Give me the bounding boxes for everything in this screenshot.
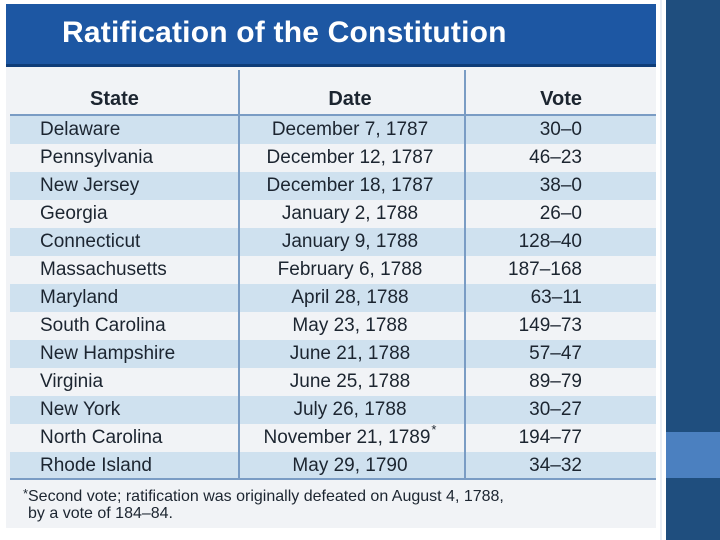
date-cell: January 9, 1788 xyxy=(236,228,464,256)
column-divider xyxy=(238,70,240,480)
table-row: New York July 26, 1788 30–27 xyxy=(10,396,656,424)
table-body: Delaware December 7, 1787 30–0 Pennsylvania… xyxy=(10,116,656,480)
state-cell: North Carolina xyxy=(40,427,163,448)
date-text: July 26, 1788 xyxy=(293,399,407,420)
date-cell: July 26, 1788 xyxy=(236,396,464,424)
date-text: November 21, 1789 xyxy=(263,427,431,448)
column-header-date: Date xyxy=(328,88,372,110)
vote-cell: 57–47 xyxy=(529,343,582,364)
state-cell: Connecticut xyxy=(40,231,141,252)
column-header-state: State xyxy=(90,88,139,110)
footnote-line-1: Second vote; ratification was originally… xyxy=(28,488,504,505)
table-row: Rhode Island May 29, 1790 34–32 xyxy=(10,452,656,480)
vote-cell: 30–0 xyxy=(539,119,582,140)
table-row: New Jersey December 18, 1787 38–0 xyxy=(10,172,656,200)
state-cell: Georgia xyxy=(40,203,108,224)
date-text: December 7, 1787 xyxy=(271,119,429,140)
table-row: Massachusetts February 6, 1788 187–168 xyxy=(10,256,656,284)
footnote-marker: * xyxy=(431,421,437,437)
table-row: Pennsylvania December 12, 1787 46–23 xyxy=(10,144,656,172)
vote-cell: 26–0 xyxy=(539,203,582,224)
vote-cell: 89–79 xyxy=(529,371,582,392)
table-row: Virginia June 25, 1788 89–79 xyxy=(10,368,656,396)
date-cell: April 28, 1788 xyxy=(236,284,464,312)
date-cell: February 6, 1788 xyxy=(236,256,464,284)
date-text: January 2, 1788 xyxy=(281,203,419,224)
state-cell: Massachusetts xyxy=(40,259,167,280)
date-text: December 18, 1787 xyxy=(266,175,434,196)
slide-side-accent xyxy=(666,432,720,478)
column-header-vote: Vote xyxy=(540,88,582,110)
date-text: June 25, 1788 xyxy=(289,371,411,392)
date-text: January 9, 1788 xyxy=(281,231,419,252)
date-text: May 29, 1790 xyxy=(292,455,408,476)
state-cell: Pennsylvania xyxy=(40,147,154,168)
table-row: Georgia January 2, 1788 26–0 xyxy=(10,200,656,228)
date-text: April 28, 1788 xyxy=(291,287,409,308)
state-cell: South Carolina xyxy=(40,315,166,336)
slide-divider xyxy=(660,0,662,540)
figure-title: Ratification of the Constitution xyxy=(62,16,507,49)
table-row: North Carolina November 21, 1789 * 194–77 xyxy=(10,421,656,452)
date-text: December 12, 1787 xyxy=(266,147,434,168)
footnote: * Second vote; ratification was original… xyxy=(23,486,504,522)
date-cell: June 25, 1788 xyxy=(236,368,464,396)
table-row: Delaware December 7, 1787 30–0 xyxy=(10,116,656,144)
footnote-line-2: by a vote of 184–84. xyxy=(28,505,173,522)
bottom-rule xyxy=(10,478,656,480)
title-bar: Ratification of the Constitution xyxy=(6,4,656,67)
vote-cell: 34–32 xyxy=(529,455,582,476)
vote-cell: 187–168 xyxy=(508,259,582,280)
vote-cell: 149–73 xyxy=(518,315,582,336)
vote-cell: 128–40 xyxy=(518,231,582,252)
state-cell: New Hampshire xyxy=(40,343,176,364)
vote-cell: 38–0 xyxy=(539,175,582,196)
date-cell: May 29, 1790 xyxy=(236,452,464,480)
header-rule xyxy=(10,114,656,116)
table-row: South Carolina May 23, 1788 149–73 xyxy=(10,312,656,340)
column-divider xyxy=(464,70,466,480)
date-cell: June 21, 1788 xyxy=(236,340,464,368)
date-text: February 6, 1788 xyxy=(277,259,423,280)
footnote-marker: * xyxy=(23,486,29,501)
vote-cell: 46–23 xyxy=(529,147,582,168)
date-cell: January 2, 1788 xyxy=(236,200,464,228)
table-header-row: State Date Vote xyxy=(10,70,656,116)
vote-cell: 63–11 xyxy=(530,287,582,308)
date-cell: December 12, 1787 xyxy=(236,144,464,172)
vote-cell: 30–27 xyxy=(529,399,582,420)
state-cell: Maryland xyxy=(40,287,119,308)
table-row: Connecticut January 9, 1788 128–40 xyxy=(10,228,656,256)
date-text: June 21, 1788 xyxy=(289,343,411,364)
state-cell: New Jersey xyxy=(40,175,140,196)
state-cell: Virginia xyxy=(40,371,104,392)
state-cell: Delaware xyxy=(40,119,121,140)
ratification-figure: Ratification of the Constitution State D… xyxy=(6,4,656,528)
table-row: Maryland April 28, 1788 63–11 xyxy=(10,284,656,312)
table-row: New Hampshire June 21, 1788 57–47 xyxy=(10,340,656,368)
date-cell: May 23, 1788 xyxy=(236,312,464,340)
date-cell: December 18, 1787 xyxy=(236,172,464,200)
vote-cell: 194–77 xyxy=(518,427,582,448)
ratification-table: State Date Vote Delaware December 7, 1787… xyxy=(10,70,656,480)
state-cell: New York xyxy=(40,399,121,420)
date-text: May 23, 1788 xyxy=(292,315,408,336)
date-cell: December 7, 1787 xyxy=(236,116,464,144)
date-cell: November 21, 1789 * xyxy=(236,421,464,452)
state-cell: Rhode Island xyxy=(40,455,152,476)
